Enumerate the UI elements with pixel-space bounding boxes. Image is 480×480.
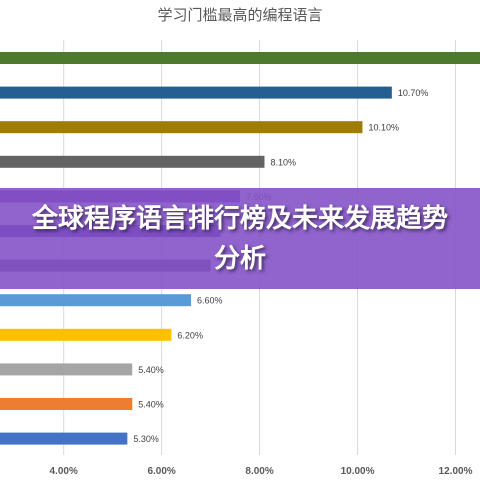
- bar: [0, 294, 192, 307]
- bar: [0, 52, 480, 64]
- bar-value-label: 5.30%: [133, 434, 159, 444]
- bar-value-label: 6.60%: [197, 296, 223, 306]
- bar-value-label: 8.10%: [270, 157, 296, 167]
- bar-value-label: 10.10%: [368, 123, 399, 133]
- bar: [0, 432, 128, 445]
- x-tick-label: 10.00%: [341, 466, 375, 477]
- x-tick-label: 8.00%: [245, 466, 273, 477]
- bar: [0, 121, 363, 134]
- bar: [0, 328, 172, 341]
- bar-value-label: 5.40%: [138, 365, 164, 375]
- headline-banner: 全球程序语言排行榜及未来发展趋势分析: [0, 188, 480, 289]
- bar: [0, 363, 133, 376]
- headline-text: 全球程序语言排行榜及未来发展趋势分析: [31, 203, 448, 274]
- bar-value-label: 5.40%: [138, 400, 164, 410]
- bar-value-label: 10.70%: [398, 88, 429, 98]
- bar: [0, 155, 265, 168]
- chart-title: 学习门槛最高的编程语言: [157, 7, 323, 24]
- x-tick-label: 4.00%: [49, 466, 77, 477]
- x-tick-label: 6.00%: [147, 466, 175, 477]
- bar: [0, 398, 133, 410]
- bar-value-label: 6.20%: [177, 330, 203, 340]
- x-axis-ticks: 4.00% 6.00% 8.00% 10.00% 12.00%: [49, 466, 472, 477]
- bar: [0, 86, 392, 99]
- x-tick-label: 12.00%: [439, 466, 473, 477]
